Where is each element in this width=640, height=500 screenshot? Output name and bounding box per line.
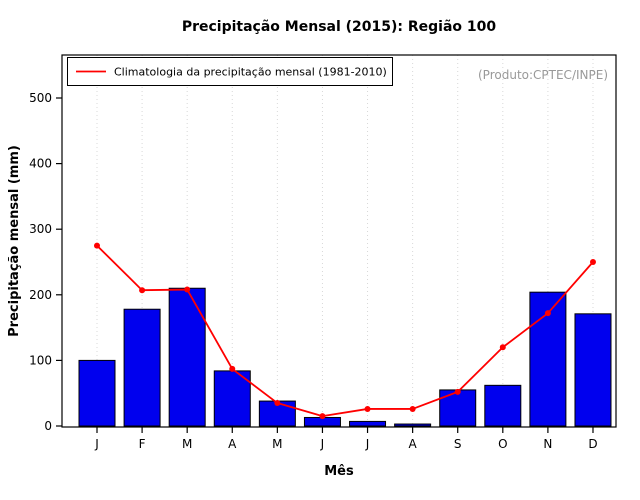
chart-title: Precipitação Mensal (2015): Região 100 xyxy=(182,19,497,35)
legend-label: Climatologia da precipitação mensal (198… xyxy=(114,66,387,79)
x-tick-label-J-5: J xyxy=(320,437,325,451)
y-tick-label-500: 500 xyxy=(29,91,52,105)
climatology-point-A-7 xyxy=(409,405,416,412)
bar-D-11 xyxy=(574,313,612,427)
bar-F-1 xyxy=(123,308,161,427)
climatology-point-J-6 xyxy=(364,405,371,412)
y-tick-label-300: 300 xyxy=(29,222,52,236)
plot-border xyxy=(61,54,617,428)
x-tick-label-O-9: O xyxy=(498,437,507,451)
climatology-point-O-9 xyxy=(499,344,506,351)
climatology-point-A-3 xyxy=(229,365,236,372)
bar-A-3 xyxy=(213,370,251,427)
climatology-point-J-0 xyxy=(94,242,100,249)
plot-frame-layer xyxy=(61,54,617,428)
y-tick-label-0: 0 xyxy=(44,419,52,433)
bar-J-0 xyxy=(78,359,116,427)
x-tick-label-J-6: J xyxy=(365,437,370,451)
bar-M-2 xyxy=(168,287,206,427)
legend-box xyxy=(67,57,393,86)
y-axis-title: Precipitação mensal (mm) xyxy=(7,145,22,337)
climatology-point-F-1 xyxy=(139,287,146,294)
x-tick-label-N-10: N xyxy=(543,437,552,451)
climatology-point-D-11 xyxy=(589,259,596,265)
y-tick-label-100: 100 xyxy=(29,353,52,367)
bar-O-9 xyxy=(484,384,522,427)
x-tick-label-A-7: A xyxy=(409,437,418,451)
y-tick-label-200: 200 xyxy=(29,288,52,302)
watermark-label: (Produto:CPTEC/INPE) xyxy=(478,68,608,82)
climatology-point-S-8 xyxy=(454,388,461,395)
x-tick-label-F-1: F xyxy=(139,437,146,451)
x-tick-label-D-11: D xyxy=(588,437,597,451)
bars-layer xyxy=(78,287,612,427)
x-tick-label-M-4: M xyxy=(272,437,282,451)
axis-ticks-layer: 0 100 200 300 400 500 J F M A M J J A S O N D xyxy=(29,91,598,451)
legend: Climatologia da precipitação mensal (198… xyxy=(67,57,393,86)
bar-S-8 xyxy=(439,389,477,427)
x-tick-label-J-0: J xyxy=(94,437,99,451)
y-tick-label-400: 400 xyxy=(29,157,52,171)
climatology-line xyxy=(96,244,594,418)
climatology-point-J-5 xyxy=(319,413,326,420)
bar-J-6 xyxy=(349,420,387,427)
bar-A-7 xyxy=(394,423,432,427)
x-tick-label-S-8: S xyxy=(454,437,462,451)
climatology-point-M-2 xyxy=(184,286,191,293)
climatology-point-M-4 xyxy=(274,400,281,407)
x-tick-label-M-2: M xyxy=(182,437,192,451)
climatology-line-layer xyxy=(94,242,596,420)
x-tick-label-A-3: A xyxy=(228,437,237,451)
climatology-point-N-10 xyxy=(544,310,551,317)
x-axis-title: Mês xyxy=(324,464,354,479)
